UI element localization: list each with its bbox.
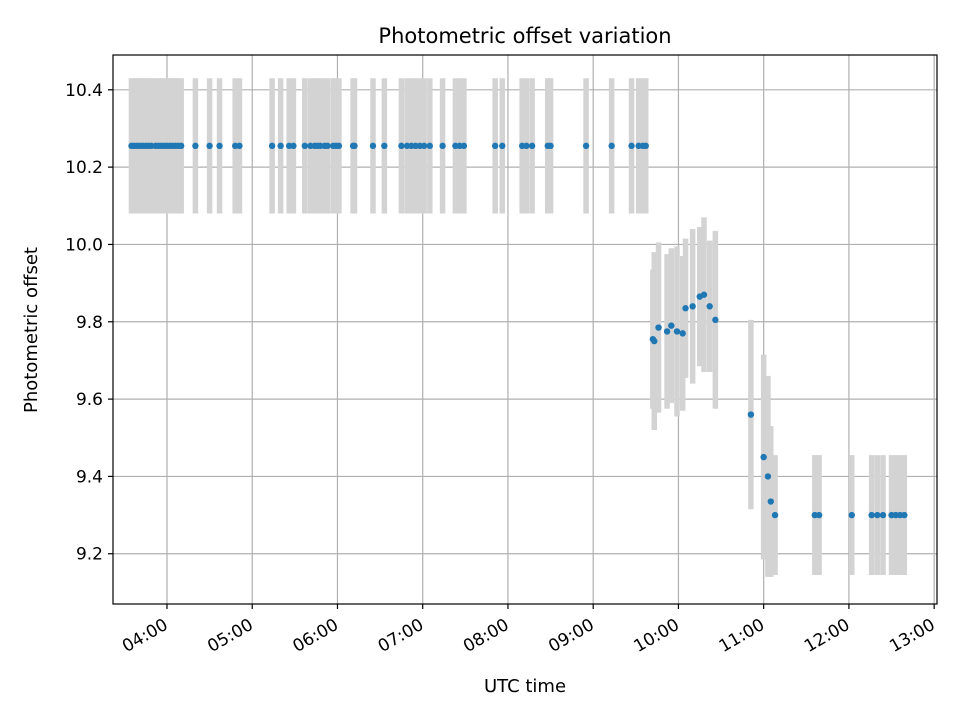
data-point [192, 142, 199, 150]
data-point [426, 142, 434, 150]
data-point [771, 511, 779, 519]
data-point [679, 330, 686, 337]
data-points [128, 142, 908, 519]
data-point [523, 142, 530, 150]
data-point [547, 142, 554, 150]
data-point [216, 142, 223, 150]
data-point [582, 142, 590, 150]
y-tick-label: 9.6 [76, 390, 103, 410]
data-point [747, 411, 755, 418]
data-point [491, 142, 499, 150]
data-point [460, 142, 468, 150]
data-point [901, 511, 908, 519]
data-point [682, 305, 689, 312]
data-point [628, 142, 635, 150]
data-point [398, 142, 405, 150]
data-point [874, 511, 881, 519]
data-point [706, 303, 713, 310]
data-point [764, 473, 772, 480]
data-point [290, 142, 297, 150]
data-point [177, 142, 185, 150]
data-point [651, 337, 658, 345]
data-point [700, 291, 708, 298]
data-point [268, 142, 276, 150]
data-point [420, 142, 428, 150]
x-axis-label: UTC time [484, 676, 566, 697]
data-point [655, 324, 662, 331]
data-point [439, 142, 446, 150]
data-point [335, 142, 343, 150]
data-point [848, 511, 855, 519]
data-point [642, 142, 649, 150]
data-point [815, 511, 823, 519]
data-point [767, 498, 774, 505]
data-point [499, 142, 506, 150]
y-tick-label: 10.2 [65, 158, 103, 178]
chart-title: Photometric offset variation [378, 24, 671, 48]
data-point [369, 142, 377, 150]
plot-frame [112, 54, 938, 605]
data-point [673, 328, 681, 335]
y-tick-label: 10.0 [65, 235, 103, 255]
data-point [668, 322, 675, 329]
data-point [381, 142, 388, 150]
data-point [528, 142, 536, 150]
data-point [324, 142, 331, 150]
data-point [879, 511, 887, 519]
data-point [351, 142, 358, 150]
y-tick-label: 9.4 [76, 467, 103, 487]
y-tick-label: 9.2 [76, 545, 103, 565]
y-tick-label: 10.4 [65, 81, 103, 101]
y-axis-label: Photometric offset [21, 247, 42, 413]
data-point [760, 453, 767, 461]
data-point [206, 142, 213, 150]
data-point [712, 316, 719, 324]
data-point [663, 328, 671, 335]
data-point [689, 303, 696, 310]
data-point [608, 142, 615, 150]
data-point [868, 511, 875, 519]
y-tick-label: 9.8 [76, 313, 103, 333]
data-point [236, 142, 243, 150]
data-point [301, 142, 308, 150]
data-point [277, 142, 284, 150]
